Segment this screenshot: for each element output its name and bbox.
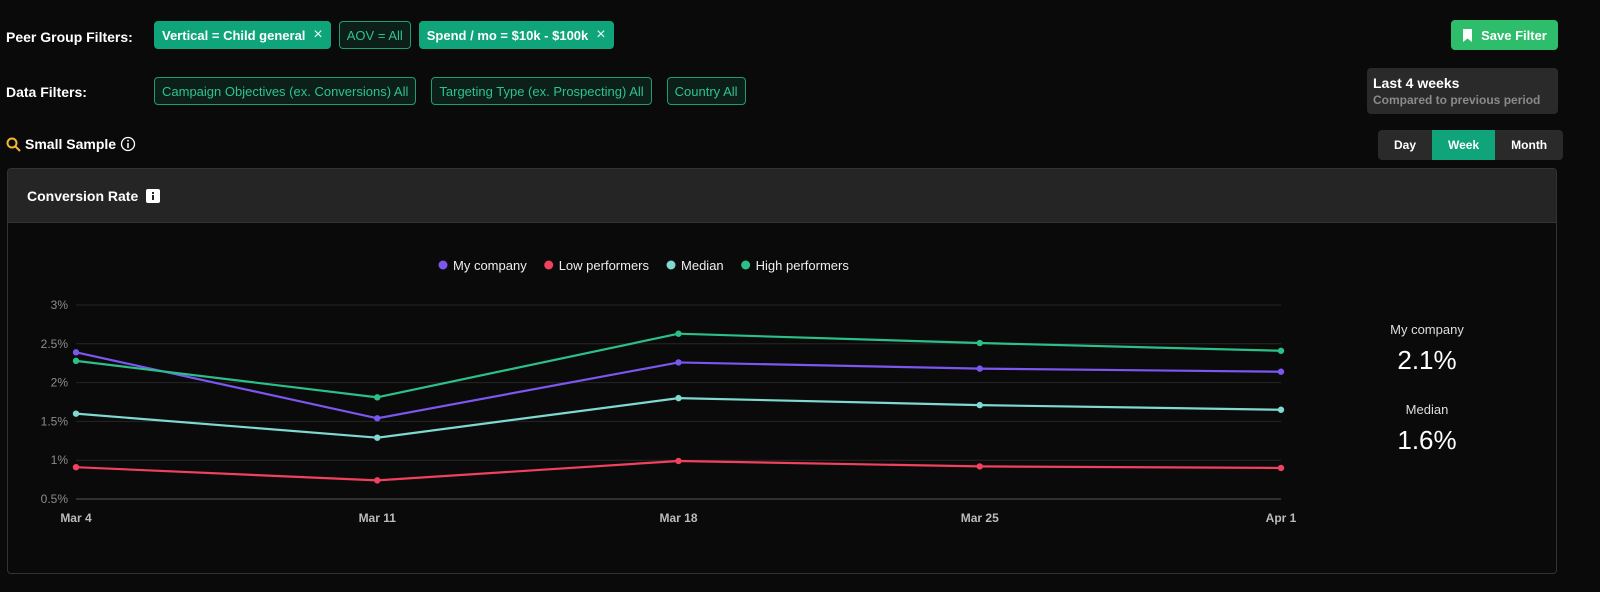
data-point <box>72 357 80 365</box>
filter-chip-text: Campaign Objectives (ex. Conversions) Al… <box>162 83 409 99</box>
data-filter-label: Data Filters: <box>6 84 87 100</box>
data-point <box>374 477 381 484</box>
x-tick-label: Mar 11 <box>359 511 397 525</box>
filter-chip-text: Spend / mo = $10k - $100k <box>426 27 589 43</box>
x-tick-label: Mar 25 <box>961 511 999 525</box>
y-tick-label: 1.5% <box>41 414 69 428</box>
y-tick-label: 2% <box>51 376 69 390</box>
data-point <box>1277 464 1285 472</box>
period-subtitle: Compared to previous period <box>1373 93 1541 107</box>
summary: My company 2.1% Median 1.6% <box>1367 322 1487 482</box>
data-point <box>976 365 983 372</box>
data-point <box>675 330 682 337</box>
filter-chip-text: Targeting Type (ex. Prospecting) All <box>439 83 644 99</box>
granularity-option[interactable]: Month <box>1511 138 1548 152</box>
peer-filter-chips: Vertical = Child general × AOV = All Spend … <box>154 21 614 49</box>
x-tick-label: Apr 1 <box>1266 511 1297 525</box>
y-tick-label: 0.5% <box>41 492 69 506</box>
granularity-toggle: Day Week Month <box>1378 130 1564 160</box>
search-icon <box>6 137 21 152</box>
chart-title: Conversion Rate <box>27 187 139 204</box>
filter-chip[interactable]: Campaign Objectives (ex. Conversions) Al… <box>154 77 417 105</box>
filter-chip[interactable]: Spend / mo = $10k - $100k × <box>418 21 614 49</box>
period-box[interactable]: Last 4 weeks Compared to previous period <box>1367 68 1558 114</box>
chart-header: Conversion Rate <box>8 169 1556 223</box>
filter-chip-text: AOV = All <box>346 27 403 43</box>
chart: 0.5% 1% 1.5% 2% 2.5% 3% Mar 4 Mar 11 Mar 18 Mar 2… <box>41 258 1297 525</box>
filter-chip-text: Vertical = Child general <box>162 27 306 43</box>
legend-marker <box>666 260 676 270</box>
save-filter-button[interactable]: Save Filter <box>1451 20 1558 50</box>
legend-marker <box>741 260 751 270</box>
data-point <box>976 463 983 470</box>
data-point <box>72 349 80 356</box>
filter-chip[interactable]: AOV = All <box>338 21 411 49</box>
legend-label: My company <box>453 258 527 273</box>
data-point <box>374 434 381 441</box>
legend-label: Low performers <box>559 258 650 273</box>
peer-filter-label: Peer Group Filters: <box>6 29 133 45</box>
legend-marker <box>438 260 448 270</box>
y-tick-label: 1% <box>51 453 69 467</box>
chart-card: Conversion Rate 0.5% 1% 1.5% 2% 2.5% 3% Mar 4 M… <box>7 168 1557 574</box>
save-filter-text: Save Filter <box>1481 27 1547 43</box>
data-point <box>374 394 381 401</box>
filter-chip[interactable]: Vertical = Child general × <box>154 21 331 49</box>
info-icon[interactable] <box>146 188 161 203</box>
data-point <box>976 401 983 409</box>
bookmark-icon <box>1463 28 1473 42</box>
summary-value: 1.6% <box>1397 425 1457 455</box>
filter-chip-text: Country All <box>674 83 738 99</box>
data-point <box>976 339 983 347</box>
data-point <box>72 463 80 471</box>
info-icon[interactable] <box>120 136 136 152</box>
data-point <box>1277 347 1285 354</box>
legend-label: High performers <box>756 258 850 273</box>
data-point <box>1277 406 1285 413</box>
data-point <box>374 415 381 422</box>
period-title: Last 4 weeks <box>1373 75 1460 91</box>
chip-remove-icon[interactable]: × <box>313 26 323 43</box>
granularity-option[interactable]: Day <box>1394 138 1417 152</box>
filter-chip[interactable]: Targeting Type (ex. Prospecting) All <box>431 77 652 105</box>
y-tick-label: 2.5% <box>41 337 69 351</box>
summary-label: My company <box>1390 322 1464 337</box>
legend-marker <box>544 260 554 270</box>
data-point <box>675 394 682 402</box>
granularity-option[interactable]: Week <box>1432 130 1496 160</box>
sample-note-text: Small Sample <box>25 136 117 152</box>
data-point <box>675 359 682 366</box>
chip-remove-icon[interactable]: × <box>596 26 606 43</box>
filter-chip[interactable]: Country All <box>666 77 746 105</box>
data-point <box>675 457 682 465</box>
series-line <box>75 397 1282 439</box>
data-point <box>1277 368 1285 375</box>
legend-label: Median <box>681 258 724 273</box>
y-tick-label: 3% <box>51 298 69 312</box>
summary-label: Median <box>1405 402 1449 417</box>
data-point <box>72 410 80 417</box>
sample-note: Small Sample <box>6 136 136 152</box>
data-filter-chips: Campaign Objectives (ex. Conversions) Al… <box>154 77 746 105</box>
x-tick-label: Mar 4 <box>60 511 92 525</box>
x-tick-label: Mar 18 <box>659 511 697 525</box>
summary-value: 2.1% <box>1397 345 1457 375</box>
